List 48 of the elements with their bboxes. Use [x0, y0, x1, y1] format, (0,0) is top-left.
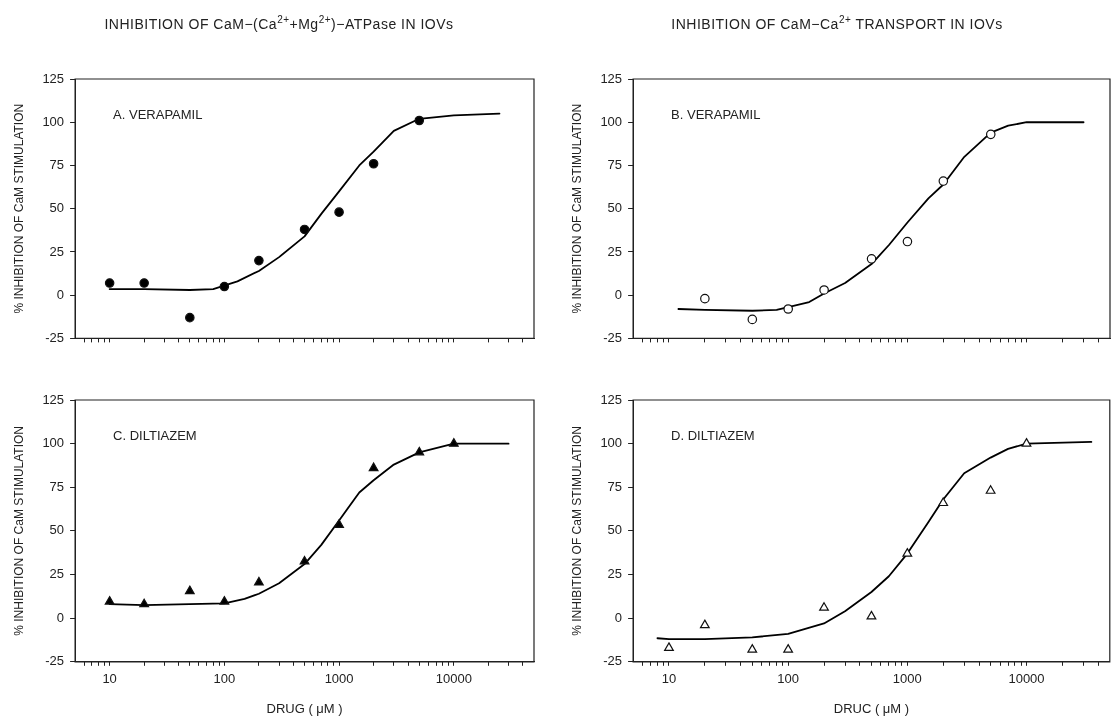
y-tick-label: 50 [607, 522, 623, 538]
x-tick-label: 100 [213, 671, 236, 687]
y-tick-label: -25 [603, 329, 623, 345]
y-tick-label: 75 [607, 478, 623, 494]
y-tick-label: 100 [42, 435, 65, 451]
y-axis-title: % INHIBITION OF CaM STIMULATION [11, 426, 26, 636]
y-axis-title: % INHIBITION OF CaM STIMULATION [11, 103, 26, 314]
y-tick-label: 0 [614, 609, 623, 625]
y-tick-label: 0 [614, 286, 623, 302]
y-tick-label: 75 [49, 478, 65, 494]
y-tick-label: 50 [49, 522, 65, 538]
y-tick-label: 125 [600, 391, 623, 407]
x-tick-label: 1000 [324, 671, 354, 687]
y-tick-label: 125 [600, 70, 623, 86]
y-tick-label: 125 [42, 70, 65, 86]
y-tick-label: 75 [607, 157, 623, 173]
y-tick-label: 50 [607, 200, 623, 216]
x-tick-label: 1000 [892, 671, 922, 687]
y-tick-label: 100 [600, 435, 623, 451]
x-axis-title: DRUG ( μM ) [266, 700, 343, 716]
y-tick-label: -25 [603, 653, 623, 669]
annotation: A. VERAPAMIL [113, 106, 203, 122]
y-tick-label: 50 [49, 200, 65, 216]
x-tick-label: 10000 [435, 671, 472, 687]
y-tick-label: 125 [42, 391, 65, 407]
x-tick-label: 10 [102, 671, 117, 687]
y-tick-label: 25 [49, 243, 65, 259]
y-axis-title: % INHIBITION OF CaM STIMULATION [569, 103, 584, 314]
y-tick-label: 0 [56, 286, 65, 302]
x-tick-label: 10 [661, 671, 677, 687]
x-tick-label: 10000 [1008, 671, 1045, 687]
x-axis-title: DRUC ( μM ) [833, 700, 910, 716]
y-tick-label: 25 [607, 566, 623, 582]
y-tick-label: 25 [49, 566, 65, 582]
annotation: D. DILTIAZEM [671, 427, 755, 443]
y-tick-label: 0 [56, 609, 65, 625]
y-axis-title: % INHIBITION OF CaM STIMULATION [569, 426, 584, 636]
y-tick-label: 100 [42, 113, 65, 129]
y-tick-label: 100 [600, 113, 623, 129]
chart-title: INHIBITION OF CaM−Ca$^{2+}$ TRANSPORT IN IOVs [670, 13, 1004, 34]
y-tick-label: 75 [49, 157, 65, 173]
chart-title: INHIBITION OF CaM−(Ca$^{2+}$+Mg$^{2+}$)−ATPase IN IOVs [103, 13, 455, 34]
y-tick-label: -25 [45, 329, 65, 345]
y-tick-label: 25 [607, 243, 623, 259]
y-tick-label: -25 [45, 653, 65, 669]
annotation: C. DILTIAZEM [113, 427, 197, 443]
x-tick-label: 100 [777, 671, 799, 687]
annotation: B. VERAPAMIL [671, 106, 761, 122]
